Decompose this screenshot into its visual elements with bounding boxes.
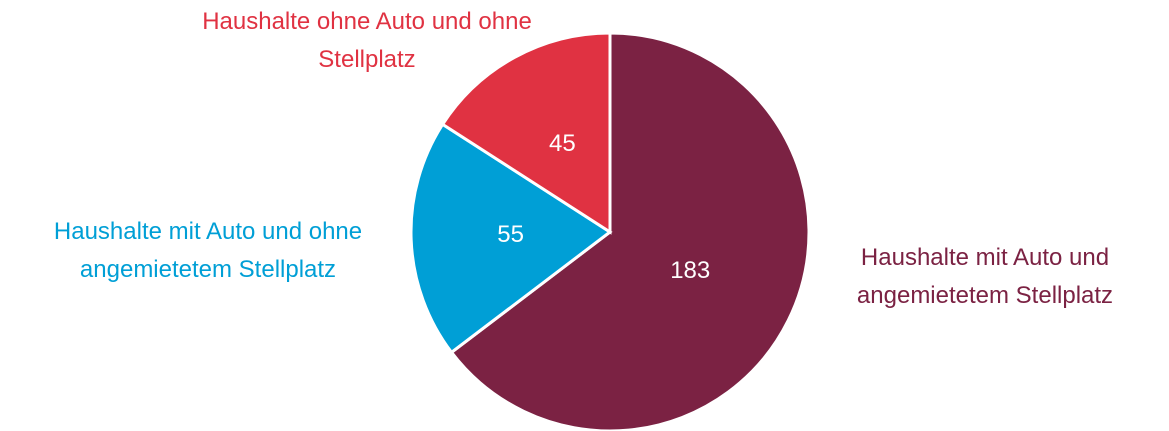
slice-label: Haushalte mit Auto und ohne angemietetem… (53, 218, 363, 283)
pie-slice (449, 31, 811, 431)
pie-slice (440, 31, 612, 235)
value-label: 183 (670, 257, 710, 284)
value-label: 55 (497, 221, 524, 248)
slice-label: Haushalte ohne Auto und ohne Stellplatz (202, 8, 532, 73)
slice-label: Haushalte mit Auto und angemietetem Stel… (856, 244, 1114, 309)
value-label: 45 (549, 130, 576, 157)
pie-slice (409, 122, 613, 355)
